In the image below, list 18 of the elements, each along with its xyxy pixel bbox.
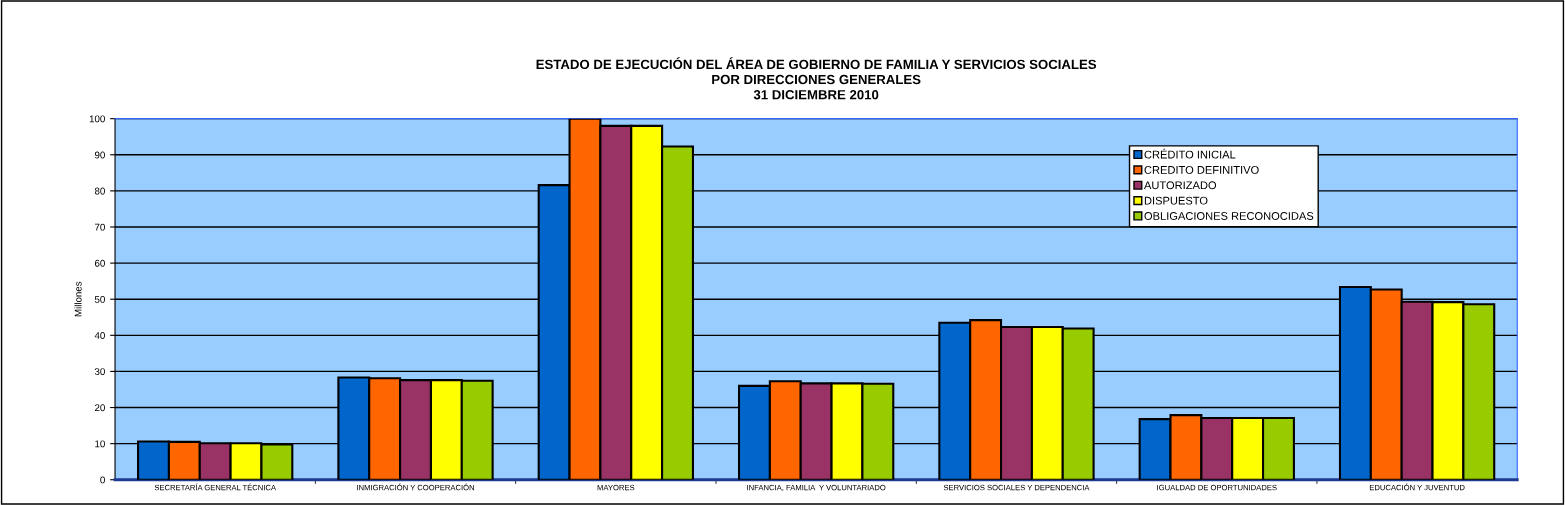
y-tick-label: 40 bbox=[94, 332, 105, 339]
legend-label: OBLIGACIONES RECONOCIDAS bbox=[1144, 212, 1314, 220]
y-tick-label: 100 bbox=[89, 115, 105, 123]
chart-title: ESTADO DE EJECUCIÓN DEL ÁREA DE GOBIERNO DE FAMILIA Y SERVICIOS SOCIALES POR DIRECCIONES GENERALES 31 DICIEMBRE 2010 bbox=[536, 57, 1097, 100]
legend-label: CREDITO DEFINITIVO bbox=[1144, 165, 1259, 174]
y-tick-label: 30 bbox=[94, 368, 105, 376]
y-tick-label: 80 bbox=[94, 187, 105, 195]
y-tick-label: 10 bbox=[95, 440, 105, 448]
y-axis-title: Millones bbox=[74, 281, 82, 317]
y-tick-label: 90 bbox=[94, 151, 105, 159]
legend-label: CRÉDITO INICIAL bbox=[1144, 148, 1236, 159]
y-tick-label: 0 bbox=[100, 476, 105, 484]
legend-label: AUTORIZADO bbox=[1143, 181, 1217, 190]
y-tick-label: 60 bbox=[94, 259, 105, 267]
legend-label: DISPUESTO bbox=[1144, 196, 1208, 205]
y-tick-label: 70 bbox=[94, 223, 105, 231]
y-tick-label: 20 bbox=[94, 404, 105, 412]
y-tick-label: 50 bbox=[94, 295, 105, 303]
